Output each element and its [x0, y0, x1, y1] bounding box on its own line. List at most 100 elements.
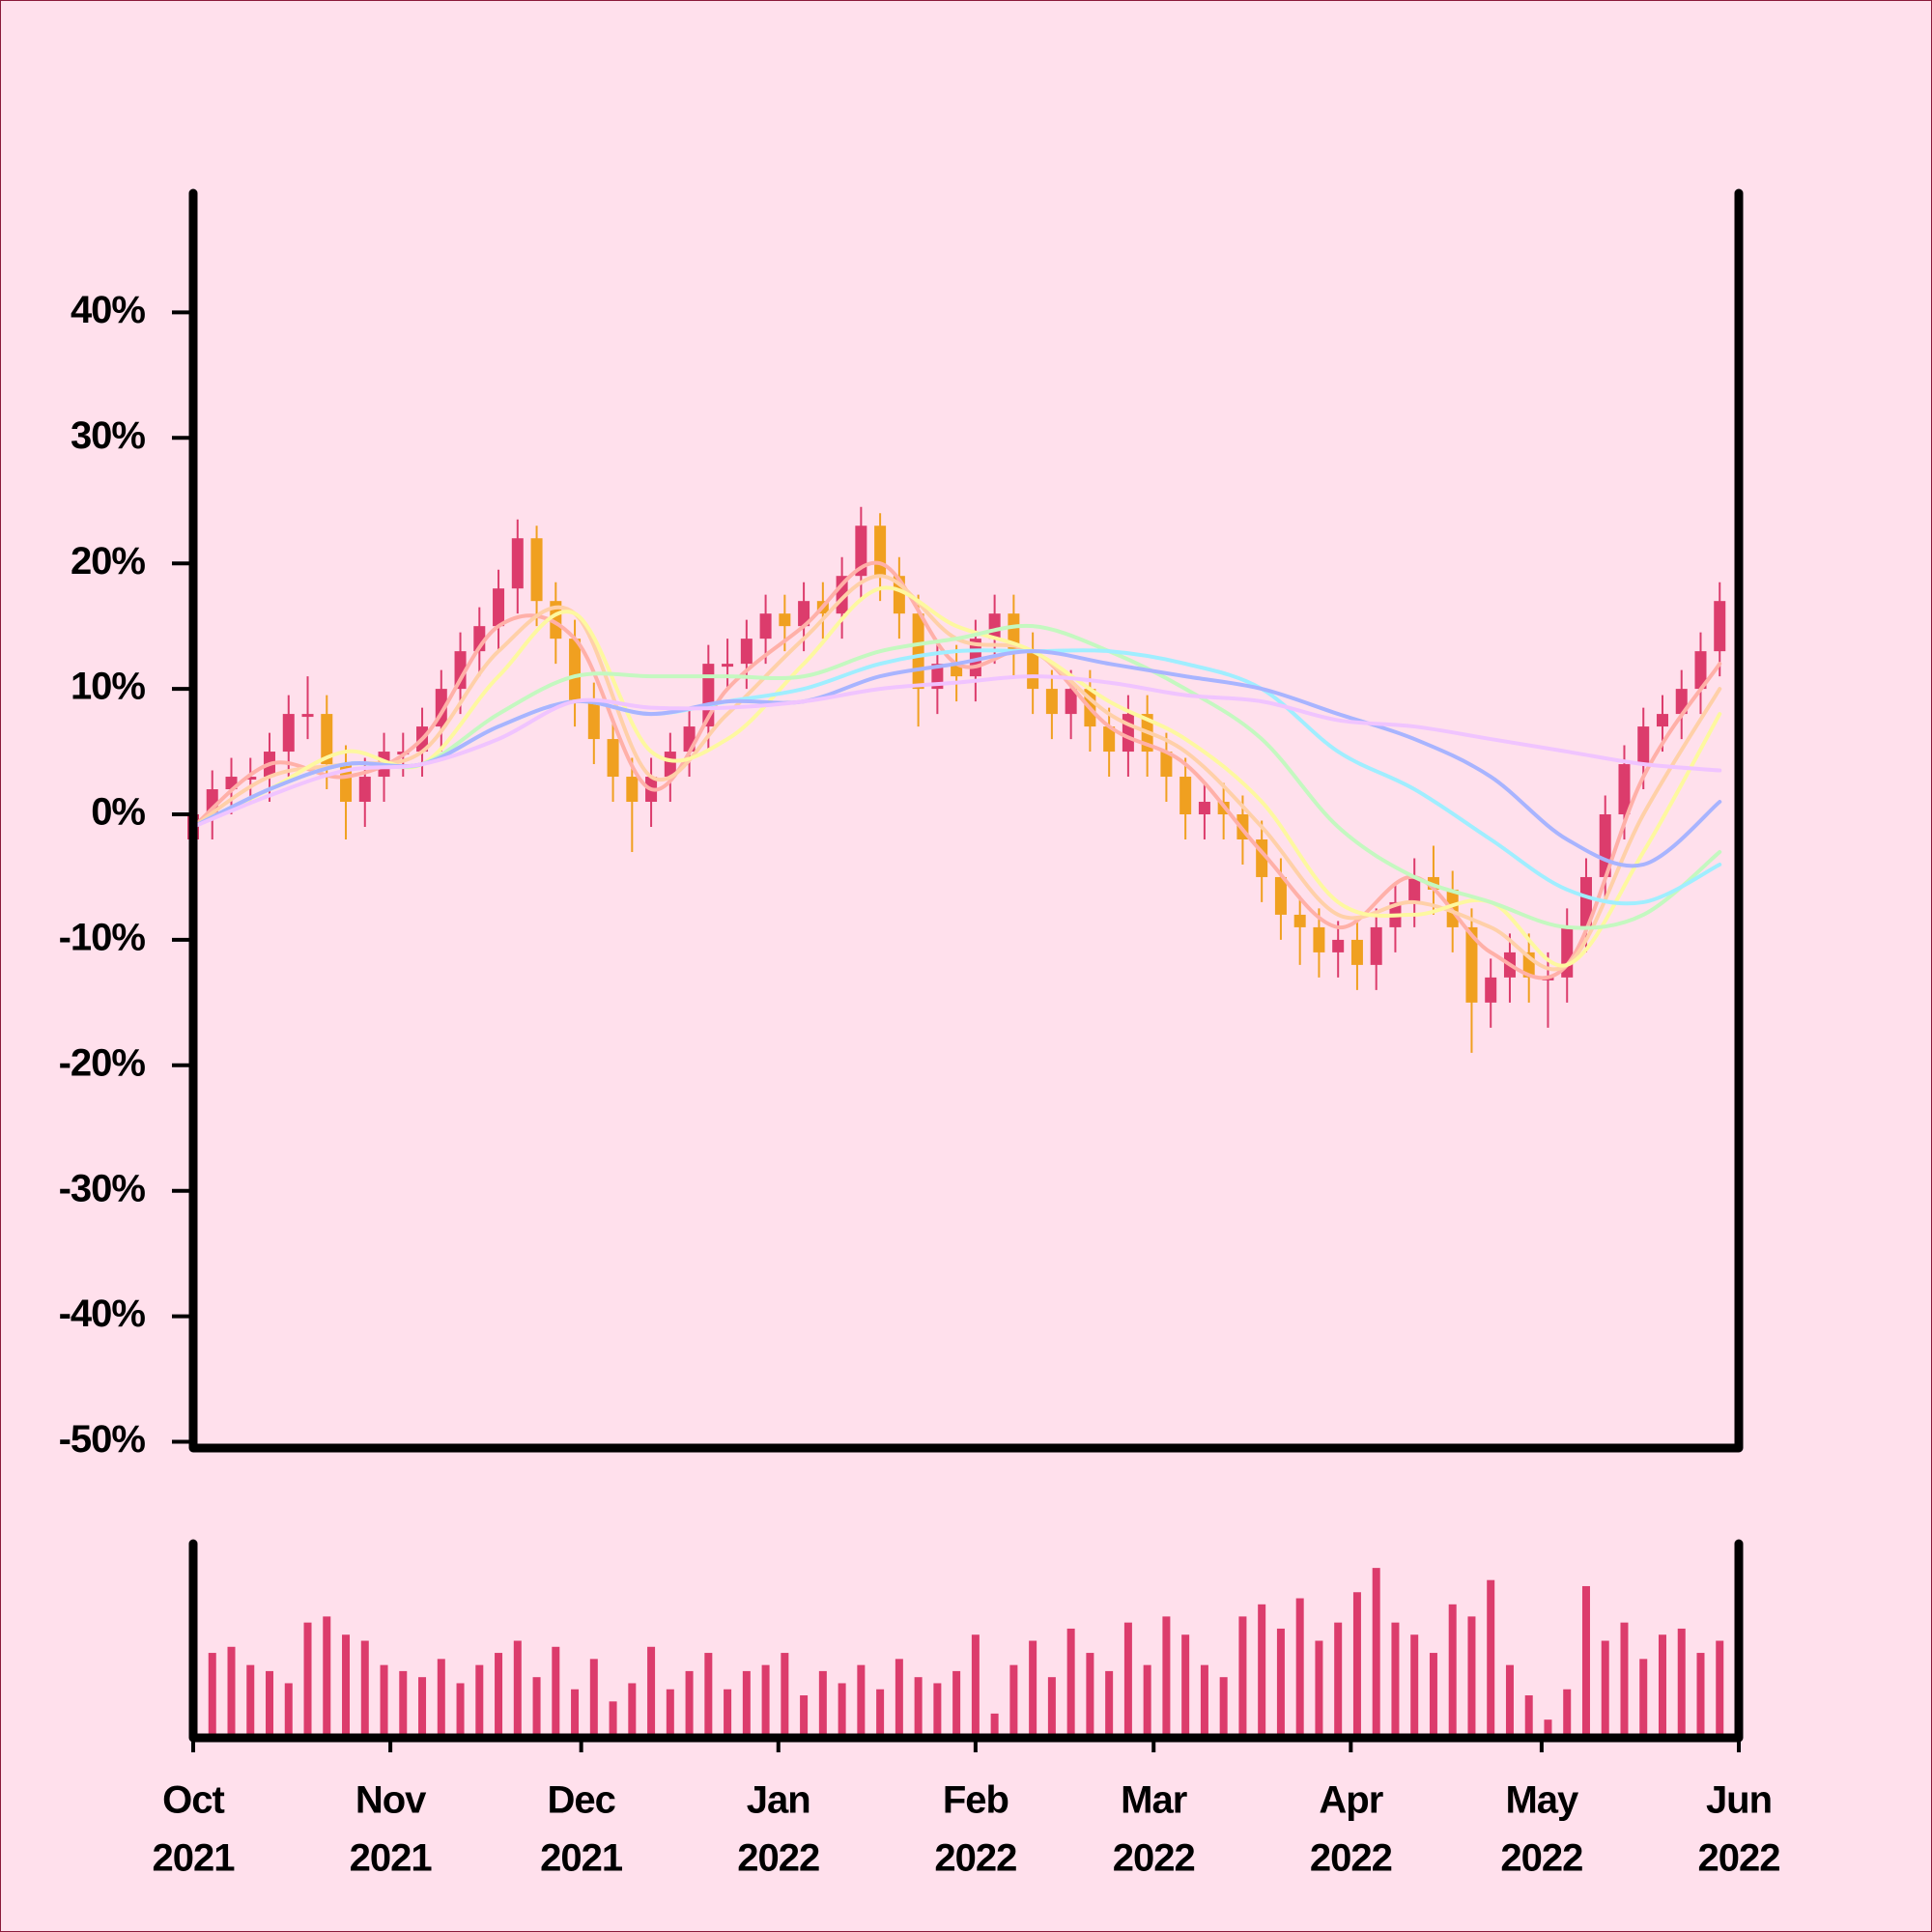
x-tick-label: 2022 [1113, 1837, 1195, 1880]
x-tick-label: 2022 [737, 1837, 819, 1880]
volume-bar [1563, 1689, 1572, 1738]
price-panel [187, 506, 1726, 1053]
volume-bar [380, 1664, 388, 1738]
candle-body [587, 701, 600, 740]
moving-average-line [191, 649, 1722, 868]
volume-bar [781, 1653, 789, 1738]
candle-body [607, 739, 619, 778]
volume-bar [1047, 1677, 1056, 1738]
candle-body [493, 588, 505, 627]
x-tick-label: 2022 [1698, 1837, 1780, 1880]
axes: 40% 30% 20% 10% 0% -10% -20% -30% -40% -50% Oct 202… [59, 188, 1780, 1880]
volume-bar [437, 1659, 445, 1738]
volume-bar [1677, 1628, 1686, 1738]
candle-body [1465, 926, 1478, 1003]
price-spines [188, 188, 1744, 1453]
x-tick-label: Jan [747, 1779, 810, 1822]
volume-bar [1487, 1579, 1495, 1738]
volume-bar [1639, 1659, 1648, 1738]
volume-bar [552, 1646, 560, 1738]
volume-bar [952, 1670, 961, 1738]
volume-bar [1581, 1585, 1590, 1738]
candle-body [1313, 926, 1325, 952]
candle-body [912, 613, 924, 690]
candle-body [1485, 977, 1497, 1003]
volume-bar [1429, 1653, 1437, 1738]
candle-body [798, 601, 810, 627]
candle-body [1618, 764, 1631, 815]
volume-bar [399, 1670, 408, 1738]
y-tick-label: -20% [59, 1041, 146, 1084]
x-tick-label: 2022 [934, 1837, 1016, 1880]
volume-bar [1029, 1640, 1037, 1738]
volume-bar [1238, 1616, 1247, 1738]
candle-body [1370, 926, 1382, 965]
volume-bar [704, 1653, 713, 1738]
candle-body [1332, 939, 1345, 952]
x-tick-label: 2022 [1500, 1837, 1582, 1880]
candle-body [626, 777, 639, 803]
volume-bar [914, 1677, 923, 1738]
candle-body [855, 526, 867, 577]
volume-bar [589, 1659, 598, 1738]
candle-body [759, 613, 772, 639]
candle-body [569, 639, 582, 702]
x-tick-label: 2021 [153, 1837, 236, 1880]
candle-body [511, 538, 524, 589]
volume-bar [227, 1646, 236, 1738]
volume-bar [1505, 1664, 1514, 1738]
x-tick-label: Mar [1121, 1779, 1187, 1822]
candle-body [1274, 876, 1287, 915]
candle-body [1045, 689, 1058, 715]
candle-body [1122, 714, 1134, 753]
volume-bar [1467, 1616, 1476, 1738]
volume-bar [1276, 1628, 1285, 1738]
candle-body [1675, 689, 1688, 715]
candle-body [1103, 726, 1116, 753]
x-tick-label: May [1505, 1779, 1579, 1822]
volume-bar [1009, 1664, 1018, 1738]
volume-bar [933, 1683, 942, 1738]
volume-bar [990, 1713, 999, 1738]
candle-body [874, 526, 887, 577]
volume-bar [1200, 1664, 1208, 1738]
y-tick-label: -10% [59, 916, 146, 958]
volume-bar [532, 1677, 541, 1738]
x-tick-label: 2021 [350, 1837, 433, 1880]
candle-body [1694, 651, 1707, 690]
volume-bar [1601, 1640, 1609, 1738]
volume-bar [724, 1689, 732, 1738]
volume-bar [1391, 1622, 1400, 1738]
volume-bar [800, 1695, 809, 1738]
volume-bar [323, 1616, 331, 1738]
volume-bar [1620, 1622, 1629, 1738]
candle-body [1350, 939, 1363, 965]
y-tick-label: 10% [71, 666, 145, 708]
volume-bar [647, 1646, 656, 1738]
candle-body [1027, 651, 1039, 690]
volume-bar [876, 1689, 885, 1738]
candle-body [1065, 689, 1077, 715]
candle-body [358, 777, 371, 803]
volume-bar [1086, 1653, 1094, 1738]
volume-bar [1334, 1622, 1343, 1738]
candle-body [722, 664, 734, 668]
volume-bar [857, 1664, 866, 1738]
x-tick-label: Apr [1319, 1779, 1382, 1822]
volume-bar [971, 1634, 980, 1738]
volume-bar [1295, 1598, 1304, 1738]
candle-body [1579, 876, 1592, 927]
candle-body [1293, 914, 1306, 927]
volume-bar [666, 1689, 674, 1738]
candle-body [1656, 714, 1668, 727]
candle-body [530, 538, 543, 602]
volume-bar [1448, 1604, 1457, 1738]
y-tick-label: 40% [71, 289, 145, 331]
volume-bar [418, 1677, 427, 1738]
volume-bar [1162, 1616, 1171, 1738]
volume-bar [342, 1634, 351, 1738]
volume-bar [838, 1683, 846, 1738]
volume-bar [1315, 1640, 1323, 1738]
volume-bar [818, 1670, 827, 1738]
